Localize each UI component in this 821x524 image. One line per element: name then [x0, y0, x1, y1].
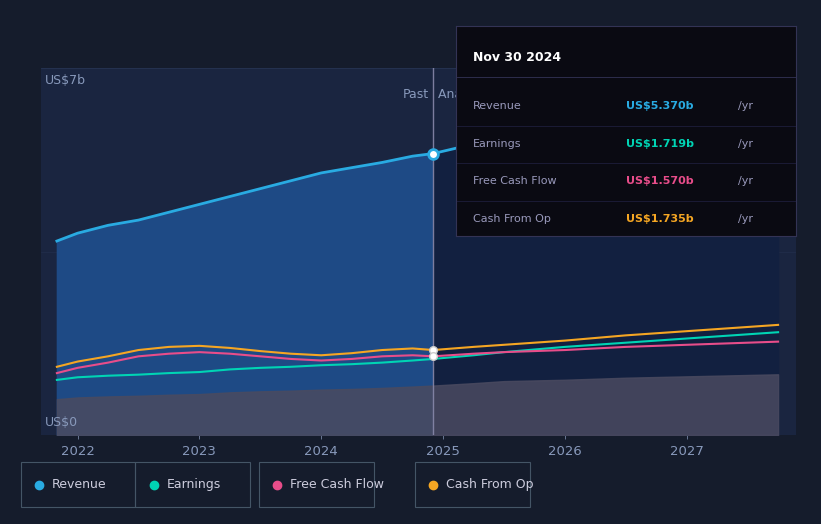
Text: Past: Past: [402, 88, 429, 101]
Text: Earnings: Earnings: [473, 138, 521, 149]
Text: Cash From Op: Cash From Op: [473, 214, 551, 224]
Text: Earnings: Earnings: [167, 478, 221, 491]
Text: /yr: /yr: [738, 214, 754, 224]
Text: US$7b: US$7b: [45, 74, 86, 86]
Text: /yr: /yr: [738, 138, 754, 149]
Text: US$5.370b: US$5.370b: [626, 101, 694, 111]
Text: US$1.570b: US$1.570b: [626, 176, 694, 187]
Text: Nov 30 2024: Nov 30 2024: [473, 51, 561, 64]
Text: US$1.719b: US$1.719b: [626, 138, 694, 149]
Text: US$0: US$0: [45, 417, 78, 430]
Text: /yr: /yr: [738, 176, 754, 187]
Text: /yr: /yr: [738, 101, 754, 111]
Text: Free Cash Flow: Free Cash Flow: [473, 176, 557, 187]
Text: Free Cash Flow: Free Cash Flow: [290, 478, 383, 491]
Text: Analysts Forecasts: Analysts Forecasts: [438, 88, 554, 101]
Text: Cash From Op: Cash From Op: [446, 478, 534, 491]
Text: US$1.735b: US$1.735b: [626, 214, 694, 224]
Text: Revenue: Revenue: [52, 478, 107, 491]
Text: Revenue: Revenue: [473, 101, 521, 111]
